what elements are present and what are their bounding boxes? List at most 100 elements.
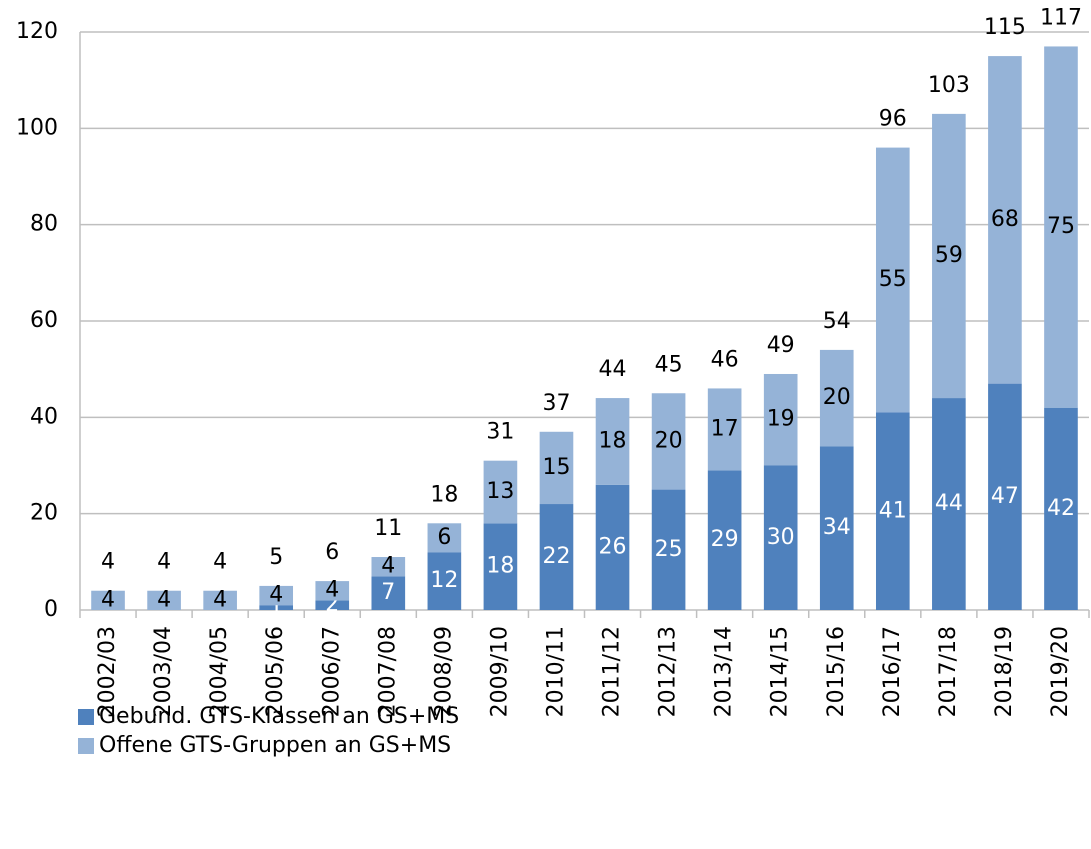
total-label: 11 xyxy=(374,516,402,541)
data-label: 6 xyxy=(437,525,451,550)
bar-segment xyxy=(315,581,350,601)
y-tick-label: 40 xyxy=(30,404,58,429)
bar-segment xyxy=(763,373,798,466)
data-label: 17 xyxy=(711,416,739,441)
data-label: 20 xyxy=(823,385,851,410)
bar-segment xyxy=(539,431,574,505)
total-label: 4 xyxy=(213,550,227,575)
data-label: 4 xyxy=(213,587,227,612)
data-label: 55 xyxy=(879,267,907,292)
y-tick-label: 100 xyxy=(16,115,58,140)
x-tick-label: 2010/11 xyxy=(543,626,568,717)
x-tick-label: 2013/14 xyxy=(712,626,737,717)
data-label: 4 xyxy=(381,554,395,579)
bar-segment xyxy=(1044,407,1078,610)
data-label: 34 xyxy=(823,515,851,540)
data-label: 19 xyxy=(767,407,795,432)
x-tick-label: 2006/07 xyxy=(319,626,344,717)
bar-segment xyxy=(819,446,854,610)
data-label: 26 xyxy=(599,534,627,559)
bar-segment xyxy=(595,398,630,485)
x-tick-label: 2016/17 xyxy=(880,626,905,717)
bar-segment xyxy=(427,523,462,553)
x-tick-label: 2009/10 xyxy=(487,626,512,717)
data-label: 41 xyxy=(879,498,907,523)
y-tick-label: 120 xyxy=(16,19,58,44)
bar-segment xyxy=(371,576,406,610)
total-label: 117 xyxy=(1040,5,1082,30)
total-label: 5 xyxy=(269,545,283,570)
bar-segment xyxy=(203,590,237,610)
bar-segment xyxy=(707,470,742,610)
bar-segment xyxy=(932,398,966,610)
data-label: 4 xyxy=(325,578,339,603)
bar-segment xyxy=(259,605,294,610)
bar-segment xyxy=(91,590,125,610)
bar-segment xyxy=(539,504,574,610)
data-label: 75 xyxy=(1047,214,1075,239)
total-label: 31 xyxy=(486,420,514,445)
data-label: 18 xyxy=(486,554,514,579)
total-label: 49 xyxy=(767,333,795,358)
bar-segment xyxy=(483,523,518,610)
bar-segment xyxy=(427,552,462,610)
data-label: 59 xyxy=(935,243,963,268)
data-label: 20 xyxy=(655,428,683,453)
bar-segment xyxy=(988,383,1022,610)
data-label: 4 xyxy=(157,587,171,612)
total-label: 37 xyxy=(542,391,570,416)
bar-segment xyxy=(819,349,854,447)
x-tick-label: 2005/06 xyxy=(263,626,288,717)
total-label: 44 xyxy=(599,357,627,382)
data-label: 15 xyxy=(542,455,570,480)
x-tick-label: 2012/13 xyxy=(656,626,681,717)
data-label: 22 xyxy=(542,544,570,569)
bar-segment xyxy=(259,585,294,606)
total-label: 18 xyxy=(430,482,458,507)
x-tick-label: 2019/20 xyxy=(1048,626,1073,717)
data-label: 42 xyxy=(1047,496,1075,521)
data-label: 47 xyxy=(991,484,1019,509)
bar-segment xyxy=(707,388,742,471)
data-label: 7 xyxy=(381,580,395,605)
bar-segment xyxy=(483,460,518,524)
x-tick-label: 2002/03 xyxy=(95,626,120,717)
bar-segment xyxy=(763,465,798,610)
data-label: 4 xyxy=(269,583,283,608)
x-tick-label: 2018/19 xyxy=(992,626,1017,717)
total-label: 96 xyxy=(879,107,907,132)
total-label: 45 xyxy=(655,352,683,377)
data-label: 4 xyxy=(101,587,115,612)
data-label: 13 xyxy=(486,479,514,504)
total-label: 54 xyxy=(823,309,851,334)
y-tick-label: 0 xyxy=(44,597,58,622)
x-tick-label: 2014/15 xyxy=(768,626,793,717)
legend-label: Offene GTS-Gruppen an GS+MS xyxy=(99,733,451,758)
x-tick-label: 2017/18 xyxy=(936,626,961,717)
bar-segment xyxy=(875,147,910,413)
total-label: 4 xyxy=(157,550,171,575)
bar-segment xyxy=(651,489,686,610)
y-tick-label: 60 xyxy=(30,308,58,333)
total-label: 115 xyxy=(984,15,1026,40)
x-tick-label: 2008/09 xyxy=(431,626,456,717)
total-label: 46 xyxy=(711,347,739,372)
bar-segment xyxy=(1044,46,1078,408)
total-label: 103 xyxy=(928,73,970,98)
data-label: 68 xyxy=(991,207,1019,232)
y-tick-label: 80 xyxy=(30,212,58,237)
data-label: 44 xyxy=(935,491,963,516)
data-label: 30 xyxy=(767,525,795,550)
data-label: 12 xyxy=(430,568,458,593)
y-tick-label: 20 xyxy=(30,501,58,526)
bar-segment xyxy=(875,412,910,610)
bar-segment xyxy=(595,484,630,610)
x-tick-label: 2004/05 xyxy=(207,626,232,717)
bar-segment xyxy=(932,113,966,399)
bar-segment xyxy=(988,56,1022,384)
x-tick-label: 2003/04 xyxy=(151,626,176,717)
legend-label: Gebund. GTS-Klassen an GS+MS xyxy=(99,704,459,729)
data-label: 29 xyxy=(711,527,739,552)
total-label: 6 xyxy=(325,540,339,565)
